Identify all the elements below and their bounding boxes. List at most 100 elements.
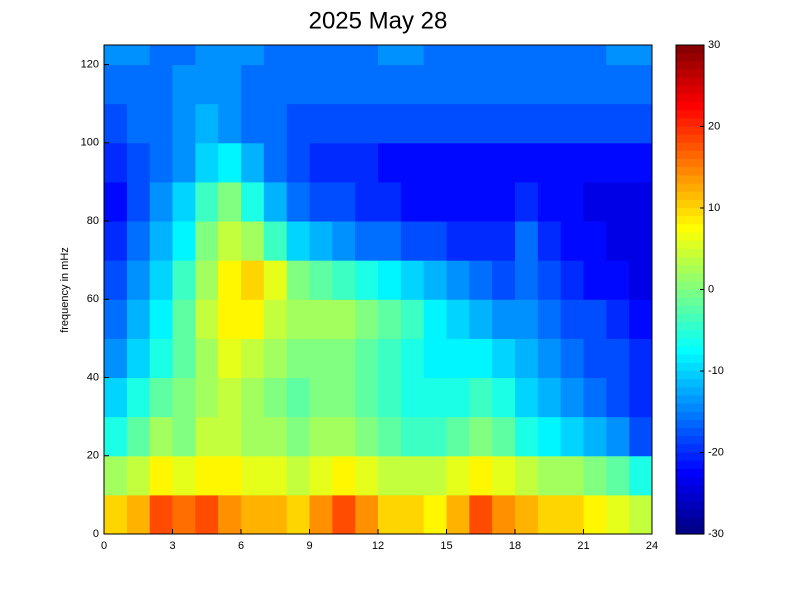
colorbar-segment	[676, 493, 704, 502]
heat-cell	[126, 103, 151, 144]
colorbar-segment	[676, 305, 704, 315]
heat-cell	[537, 64, 562, 105]
heat-cell	[560, 299, 584, 339]
heat-cell	[241, 221, 265, 261]
heat-cell	[492, 221, 516, 261]
heat-cell	[629, 181, 653, 222]
heat-cell	[263, 221, 288, 261]
heat-cell	[423, 338, 447, 379]
heat-cell	[241, 299, 265, 339]
heat-cell	[515, 64, 539, 105]
heat-cell	[104, 338, 128, 379]
heat-cell	[606, 299, 630, 339]
heat-cell	[583, 299, 607, 339]
heat-cell	[263, 260, 288, 300]
heat-cell	[149, 181, 173, 222]
heat-cell	[515, 299, 539, 339]
heat-cell	[104, 494, 128, 535]
heat-cell	[492, 64, 516, 105]
heat-cell	[126, 455, 151, 496]
heat-cell	[423, 103, 447, 144]
colorbar-segment	[676, 265, 704, 274]
heat-cell	[423, 142, 447, 183]
heat-cell	[286, 416, 310, 457]
heat-cell	[195, 377, 219, 418]
colorbar-segment	[676, 476, 704, 486]
heat-cell	[537, 221, 562, 261]
heat-cell	[583, 494, 607, 535]
heat-cell	[606, 64, 630, 105]
heat-cell	[515, 142, 539, 183]
heat-cell	[309, 494, 333, 535]
heat-cell	[423, 494, 447, 535]
heat-cell	[583, 260, 607, 300]
heat-cell	[218, 377, 242, 418]
heat-cell	[606, 103, 630, 144]
heat-cell	[515, 377, 539, 418]
heat-cell	[446, 494, 470, 535]
heat-cell	[400, 416, 425, 457]
heat-cell	[195, 494, 219, 535]
heat-cell	[560, 181, 584, 222]
colorbar-segment	[676, 436, 704, 445]
heat-cell	[400, 494, 425, 535]
heat-cell	[400, 103, 425, 144]
heat-cell	[309, 64, 333, 105]
heat-cell	[537, 416, 562, 457]
x-tick-label: 24	[646, 540, 658, 552]
heat-cell	[469, 103, 493, 144]
heat-cell	[583, 416, 607, 457]
heat-cell	[355, 455, 379, 496]
heat-cell	[195, 299, 219, 339]
heat-cell	[606, 181, 630, 222]
colorbar-tick-label: 30	[708, 39, 720, 51]
heat-cell	[469, 260, 493, 300]
heat-cell	[492, 45, 516, 66]
heat-cell	[400, 260, 425, 300]
heat-cell	[560, 416, 584, 457]
heat-cell	[537, 181, 562, 222]
x-tick-label: 12	[372, 540, 384, 552]
heat-cell	[195, 260, 219, 300]
heat-cell	[241, 455, 265, 496]
heat-cell	[263, 45, 288, 66]
chart-title: 2025 May 28	[309, 7, 448, 34]
colorbar-segment	[676, 297, 704, 307]
heat-cell	[606, 494, 630, 535]
colorbar-segment	[676, 501, 704, 511]
colorbar-segment	[676, 142, 704, 152]
heat-cell	[492, 260, 516, 300]
colorbar-segment	[676, 403, 704, 413]
heat-cell	[218, 299, 242, 339]
colorbar-segment	[676, 134, 704, 144]
heat-cell	[629, 260, 653, 300]
heat-cell	[286, 299, 310, 339]
heat-cell	[400, 64, 425, 105]
heat-cell	[378, 416, 402, 457]
heat-cell	[629, 377, 653, 418]
colorbar-segment	[676, 191, 704, 201]
heat-cell	[583, 338, 607, 379]
heat-cell	[218, 142, 242, 183]
heat-cell	[629, 45, 653, 66]
y-axis-label: frequency in mHz	[59, 247, 71, 333]
heat-cell	[126, 181, 151, 222]
heat-cell	[104, 260, 128, 300]
heat-cell	[126, 377, 151, 418]
heat-cell	[309, 45, 333, 66]
heat-cell	[537, 494, 562, 535]
heat-cell	[492, 142, 516, 183]
heat-cell	[355, 260, 379, 300]
heat-cell	[423, 455, 447, 496]
heat-cell	[195, 416, 219, 457]
heat-cell	[332, 142, 356, 183]
y-tick-label: 80	[87, 215, 99, 227]
heat-cell	[583, 103, 607, 144]
heat-cell	[378, 103, 402, 144]
heat-cell	[104, 455, 128, 496]
heat-cell	[355, 338, 379, 379]
heat-cell	[104, 377, 128, 418]
heat-cell	[309, 338, 333, 379]
heat-cell	[104, 103, 128, 144]
heat-cell	[378, 142, 402, 183]
